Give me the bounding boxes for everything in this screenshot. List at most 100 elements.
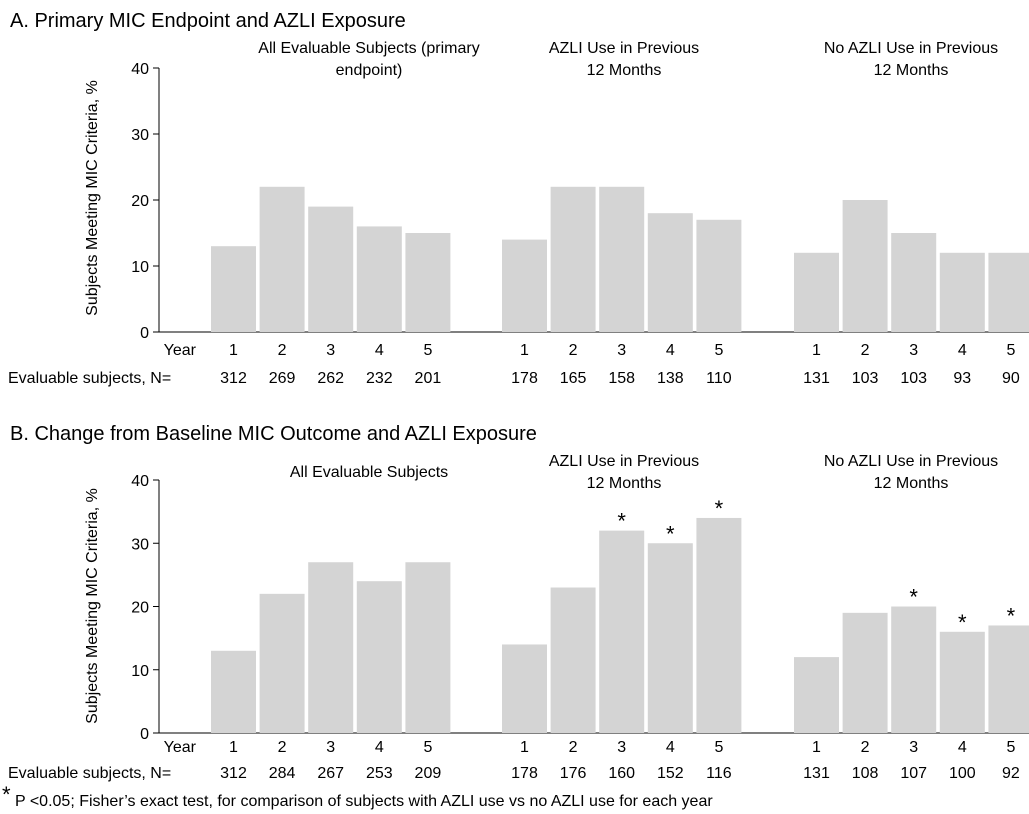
n-label: 152 xyxy=(657,765,684,782)
n-label: 176 xyxy=(560,765,587,782)
x-tick-label: 2 xyxy=(569,739,578,756)
panel-b: B. Change from Baseline MIC Outcome and … xyxy=(8,423,1029,782)
year-row-label: Year xyxy=(164,739,197,756)
x-tick-label: 2 xyxy=(278,342,287,359)
bar xyxy=(794,252,839,332)
x-tick-label: 4 xyxy=(958,739,967,756)
n-label: 158 xyxy=(608,370,635,387)
bar xyxy=(308,562,354,733)
bar xyxy=(211,246,256,332)
bar xyxy=(647,213,693,332)
bar xyxy=(647,543,693,733)
n-label: 110 xyxy=(706,370,732,387)
n-label: 269 xyxy=(269,370,296,387)
y-tick-label: 0 xyxy=(140,325,149,342)
panel-title: B. Change from Baseline MIC Outcome and … xyxy=(10,423,537,445)
group-label: 12 Months xyxy=(587,475,662,492)
bar xyxy=(891,606,937,733)
group-label: endpoint) xyxy=(336,62,403,79)
x-tick-label: 4 xyxy=(666,342,675,359)
n-label: 160 xyxy=(608,765,635,782)
y-tick-label: 0 xyxy=(140,726,149,743)
n-label: 267 xyxy=(317,765,344,782)
footnote: * P <0.05; Fisher’s exact test, for comp… xyxy=(2,782,713,810)
bar xyxy=(599,186,645,332)
n-label: 131 xyxy=(803,370,830,387)
n-label: 312 xyxy=(220,765,247,782)
bar xyxy=(794,657,839,733)
x-tick-label: 5 xyxy=(423,342,432,359)
n-label: 262 xyxy=(317,370,344,387)
n-label: 108 xyxy=(852,765,879,782)
n-label: 138 xyxy=(657,370,684,387)
n-label: 90 xyxy=(1002,370,1020,387)
y-tick-label: 20 xyxy=(131,193,149,210)
x-tick-label: 3 xyxy=(326,342,335,359)
x-tick-label: 1 xyxy=(812,342,821,359)
x-tick-label: 5 xyxy=(1006,342,1015,359)
y-tick-label: 40 xyxy=(131,473,149,490)
bar xyxy=(891,233,937,332)
panel-a: A. Primary MIC Endpoint and AZLI Exposur… xyxy=(8,10,1029,387)
group-label: AZLI Use in Previous xyxy=(549,453,699,470)
y-tick-label: 30 xyxy=(131,536,149,553)
x-tick-label: 4 xyxy=(666,739,675,756)
x-tick-label: 2 xyxy=(569,342,578,359)
significance-marker: * xyxy=(715,496,724,521)
x-tick-label: 5 xyxy=(714,342,723,359)
footnote-text: P <0.05; Fisher’s exact test, for compar… xyxy=(15,793,713,810)
x-tick-label: 3 xyxy=(909,342,918,359)
n-label: 209 xyxy=(415,765,442,782)
bar xyxy=(988,625,1029,733)
n-label: 100 xyxy=(949,765,976,782)
y-axis-label: Subjects Meeting MIC Criteria, % xyxy=(84,80,101,316)
n-row-label: Evaluable subjects, N= xyxy=(8,765,171,782)
x-tick-label: 3 xyxy=(326,739,335,756)
x-tick-label: 5 xyxy=(423,739,432,756)
bar xyxy=(405,562,451,733)
significance-marker: * xyxy=(666,521,675,546)
x-tick-label: 1 xyxy=(229,342,238,359)
bar xyxy=(599,530,645,733)
n-label: 178 xyxy=(511,370,538,387)
x-tick-label: 1 xyxy=(520,342,529,359)
x-tick-label: 2 xyxy=(278,739,287,756)
group-label: AZLI Use in Previous xyxy=(549,40,699,57)
n-label: 253 xyxy=(366,765,393,782)
n-label: 178 xyxy=(511,765,538,782)
y-tick-label: 20 xyxy=(131,600,149,617)
bar xyxy=(939,631,985,733)
bar xyxy=(356,226,402,332)
y-tick-label: 30 xyxy=(131,127,149,144)
year-row-label: Year xyxy=(164,342,197,359)
bar xyxy=(696,517,742,733)
bar xyxy=(842,612,888,733)
bar xyxy=(988,252,1029,332)
y-axis-label: Subjects Meeting MIC Criteria, % xyxy=(84,488,101,724)
bar xyxy=(259,593,305,733)
bar xyxy=(259,186,305,332)
x-tick-label: 4 xyxy=(375,342,384,359)
bar xyxy=(308,206,354,332)
group-label: All Evaluable Subjects xyxy=(290,464,448,481)
footnote-marker: * xyxy=(2,782,11,807)
n-label: 107 xyxy=(900,765,927,782)
n-label: 92 xyxy=(1002,765,1020,782)
x-tick-label: 2 xyxy=(861,739,870,756)
n-label: 165 xyxy=(560,370,587,387)
y-tick-label: 10 xyxy=(131,259,149,276)
significance-marker: * xyxy=(958,610,967,635)
x-tick-label: 3 xyxy=(617,342,626,359)
n-label: 103 xyxy=(900,370,927,387)
n-row-label: Evaluable subjects, N= xyxy=(8,370,171,387)
group-label: 12 Months xyxy=(587,62,662,79)
bar xyxy=(211,650,256,733)
n-label: 201 xyxy=(415,370,442,387)
significance-marker: * xyxy=(617,509,626,534)
group-label: All Evaluable Subjects (primary xyxy=(258,40,479,57)
group-label: 12 Months xyxy=(874,475,949,492)
bar xyxy=(502,644,547,733)
bar xyxy=(356,581,402,733)
n-label: 131 xyxy=(803,765,830,782)
x-tick-label: 4 xyxy=(375,739,384,756)
